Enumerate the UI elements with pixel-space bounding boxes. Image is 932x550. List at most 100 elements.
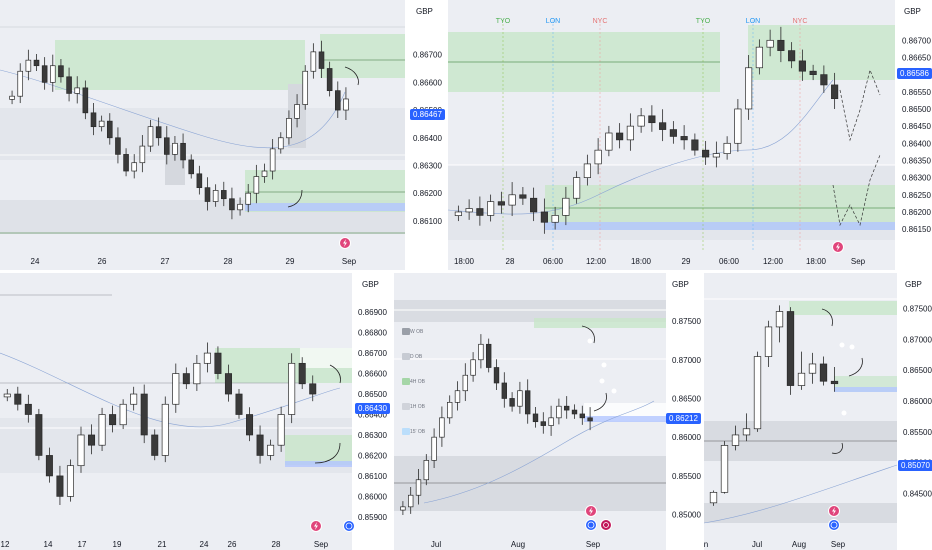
demand-zone <box>545 222 895 230</box>
candle-bull <box>423 460 429 481</box>
chart-panel-1[interactable]: EURGBP 0.867000.866000.865000.864000.863… <box>0 0 445 270</box>
candle-bear <box>680 136 688 141</box>
projection-path <box>839 68 881 142</box>
globe-glyph <box>830 521 838 529</box>
chart-svg-5[interactable]: 0.87500 0.87000 0.86500 0.86000 0.85500 0.850… <box>704 273 932 550</box>
candle-bear <box>786 311 795 386</box>
y-tick-label: 0.86250 <box>902 191 931 200</box>
candle-bull <box>119 403 127 426</box>
candle-bull <box>130 393 138 405</box>
x-tick-label: Sep <box>851 257 866 266</box>
marker-dot <box>611 388 617 394</box>
marker-dot <box>599 378 605 384</box>
candle-bull <box>212 190 219 202</box>
x-tick-label: 12:00 <box>763 257 784 266</box>
session-label: LON <box>546 18 560 25</box>
x-tick-label: 24 <box>31 257 40 266</box>
x-tick-label: 06:00 <box>719 257 740 266</box>
candle-bull <box>147 126 154 147</box>
candle-bear <box>66 76 72 94</box>
x-tick-label: 18:00 <box>454 257 475 266</box>
candle-bear <box>151 434 159 456</box>
chart-panel-2[interactable]: EURGBP, 15 TYOLONNYCTYOLONNYC0.867000.86… <box>448 0 932 270</box>
candle-bear <box>702 149 710 158</box>
candle-bull <box>731 434 740 446</box>
x-tick-label: Aug <box>511 540 525 549</box>
candle-bull <box>302 70 309 105</box>
candle-bear <box>820 74 828 86</box>
candle-bull <box>431 436 437 461</box>
candle-bull <box>462 374 468 392</box>
candle-bull <box>764 326 773 357</box>
candle-bull <box>269 148 276 172</box>
arrow-path <box>314 442 341 464</box>
x-tick-label: Jul <box>752 540 762 549</box>
x-tick-label: Sep <box>314 540 329 549</box>
range-band <box>394 300 666 322</box>
candle-bull <box>400 506 406 511</box>
supply-zone <box>748 25 895 80</box>
demand-zone <box>285 461 352 467</box>
y-tick-label: 0.86500 <box>903 366 932 375</box>
chart-svg-4[interactable]: 0.87500 0.87000 0.86500 0.86000 0.85500 0.850… <box>394 273 701 550</box>
session-label: NYC <box>793 18 808 25</box>
candle-bear <box>35 414 43 456</box>
arrow-path <box>593 392 607 412</box>
candle-bear <box>648 115 656 124</box>
y-tick-label: 0.86450 <box>902 122 931 131</box>
chart-svg-3[interactable]: 0.86900 0.86800 0.86700 0.86600 0.86500 0.864… <box>0 273 391 550</box>
candle-bear <box>140 393 148 436</box>
y-tick-label: 0.86900 <box>358 308 387 317</box>
y-tick-label: 0.85000 <box>672 511 701 520</box>
y-tick-label: 0.86500 <box>902 105 931 114</box>
x-tick-label: 27 <box>161 257 170 266</box>
candle-bull <box>487 201 495 216</box>
lightning-glyph <box>589 507 593 515</box>
candle-bear <box>571 409 578 415</box>
y-tick-label: 0.86700 <box>902 36 931 45</box>
chart-svg-2[interactable]: TYOLONNYCTYOLONNYC0.867000.866500.866000… <box>448 0 932 270</box>
candle-bull <box>131 162 138 172</box>
price-scale <box>895 0 932 270</box>
candle-bear <box>246 414 254 436</box>
lightning-glyph <box>343 239 347 247</box>
x-tick-label: 06:00 <box>543 257 564 266</box>
currency-label: GBP <box>410 4 439 19</box>
candle-bear <box>256 434 264 456</box>
moving-average <box>0 352 341 428</box>
candle-bull <box>712 153 720 158</box>
x-tick-label: 26 <box>98 257 107 266</box>
price-tag: 0.86467 <box>410 109 445 120</box>
x-tick-label: 28 <box>506 257 515 266</box>
candle-bull <box>734 108 742 144</box>
y-tick-label: 0.86300 <box>358 431 387 440</box>
y-tick-label: 0.86400 <box>358 411 387 420</box>
candle-bull <box>742 428 751 436</box>
candle-bear <box>214 352 222 374</box>
candle-bull <box>583 163 591 178</box>
candle-bull <box>465 208 473 213</box>
y-tick-label: 0.86300 <box>902 174 931 183</box>
candle-bull <box>517 390 523 407</box>
candle-bull <box>755 46 763 69</box>
candle-bull <box>766 39 774 48</box>
demand-zone <box>584 416 666 422</box>
candle-bull <box>808 363 817 374</box>
chart-panel-3[interactable]: EURGBP 0.869000.868000.867000.866000.865… <box>0 273 391 550</box>
candle-bear <box>41 65 48 83</box>
chart-svg-1[interactable]: 0.867000.866000.865000.864000.863000.862… <box>0 0 445 270</box>
candle-bull <box>470 359 476 376</box>
candle-bull <box>17 70 24 97</box>
candle-bear <box>298 362 306 385</box>
candle-bull <box>626 125 634 141</box>
chart-panel-5[interactable]: EURGBP, 1W 0.875000.870000.865000.860000… <box>704 273 932 550</box>
marker-dot <box>849 344 855 350</box>
x-tick-label: 17 <box>78 540 87 549</box>
candle-bear <box>659 122 667 130</box>
y-tick-label: 0.86500 <box>672 394 701 403</box>
y-tick-label: 0.86400 <box>902 139 931 148</box>
candle-bear <box>88 434 96 446</box>
chart-panel-4[interactable]: EURGBP 0.875000.870000.865000.860000.855… <box>394 273 701 550</box>
chart-bg <box>0 273 391 550</box>
x-tick-label: 14 <box>44 540 53 549</box>
